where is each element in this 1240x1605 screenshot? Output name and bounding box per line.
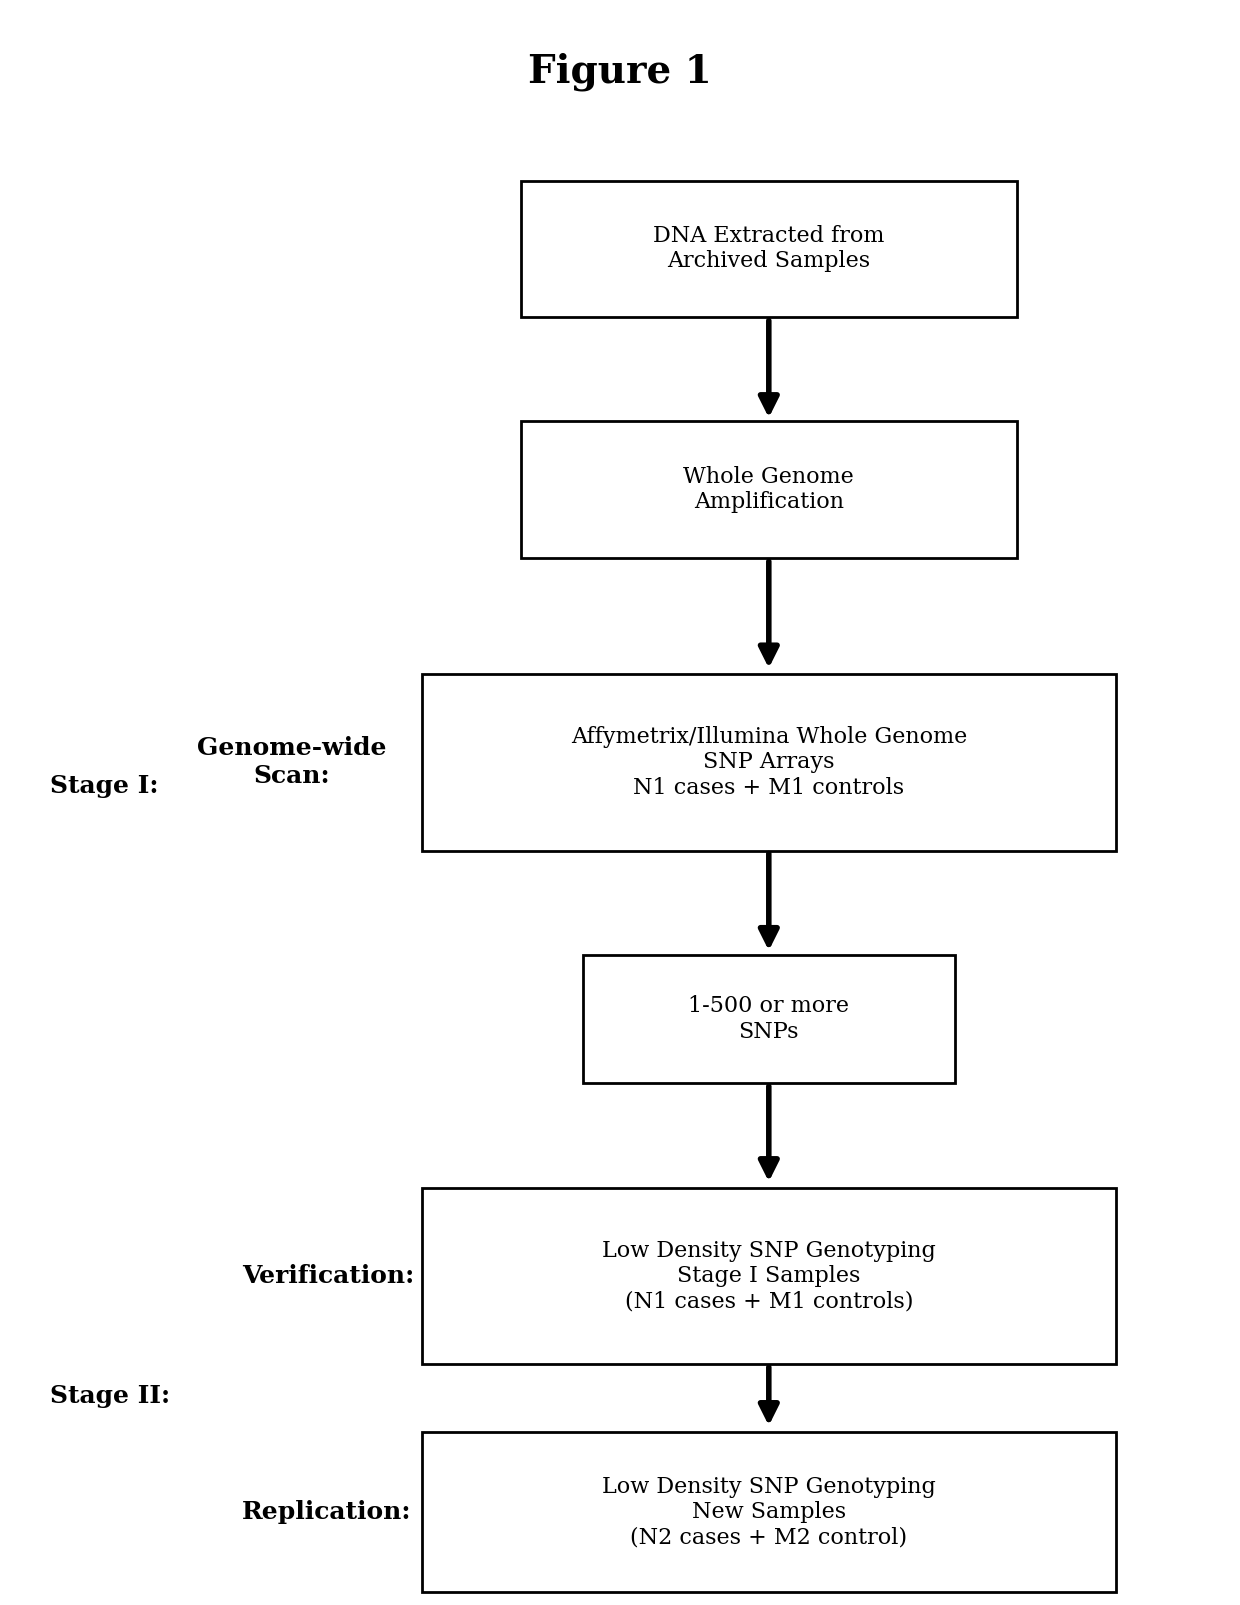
Text: Verification:: Verification: <box>242 1265 414 1287</box>
Text: DNA Extracted from
Archived Samples: DNA Extracted from Archived Samples <box>653 225 884 273</box>
Bar <box>521 180 1017 316</box>
Bar <box>422 1432 1116 1592</box>
Text: Affymetrix/Illumina Whole Genome
SNP Arrays
N1 cases + M1 controls: Affymetrix/Illumina Whole Genome SNP Arr… <box>570 725 967 799</box>
Text: Whole Genome
Amplification: Whole Genome Amplification <box>683 465 854 514</box>
Text: Genome-wide
Scan:: Genome-wide Scan: <box>197 737 386 788</box>
Bar <box>583 955 955 1083</box>
Text: 1-500 or more
SNPs: 1-500 or more SNPs <box>688 995 849 1043</box>
Text: Stage II:: Stage II: <box>50 1385 170 1408</box>
Text: Low Density SNP Genotyping
New Samples
(N2 cases + M2 control): Low Density SNP Genotyping New Samples (… <box>601 1475 936 1549</box>
Text: Stage I:: Stage I: <box>50 775 159 798</box>
Text: Replication:: Replication: <box>242 1501 412 1523</box>
Bar <box>521 421 1017 557</box>
Bar <box>422 1188 1116 1364</box>
Text: Figure 1: Figure 1 <box>528 53 712 91</box>
Text: Low Density SNP Genotyping
Stage I Samples
(N1 cases + M1 controls): Low Density SNP Genotyping Stage I Sampl… <box>601 1239 936 1313</box>
Bar <box>422 674 1116 851</box>
